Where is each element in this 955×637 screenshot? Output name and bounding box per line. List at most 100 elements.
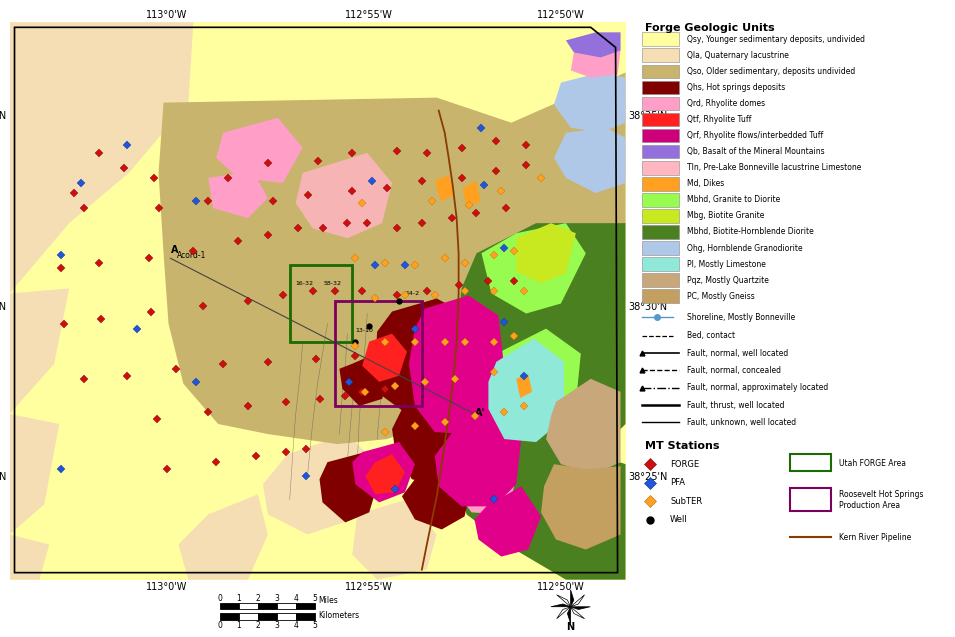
Polygon shape [571, 595, 584, 606]
Polygon shape [10, 414, 59, 534]
Text: Qso, Older sedimentary, deposits undivided: Qso, Older sedimentary, deposits undivid… [688, 67, 856, 76]
Text: Mbhd, Biotite-Hornblende Diorite: Mbhd, Biotite-Hornblende Diorite [688, 227, 814, 236]
Polygon shape [339, 354, 389, 406]
Text: Well: Well [670, 515, 688, 524]
Text: FORGE: FORGE [670, 460, 699, 469]
Polygon shape [10, 22, 193, 294]
Polygon shape [567, 606, 571, 624]
Text: Fault, thrust, well located: Fault, thrust, well located [688, 401, 785, 410]
Text: Kern River Pipeline: Kern River Pipeline [838, 533, 911, 541]
Text: Fault, normal, approximately located: Fault, normal, approximately located [688, 383, 829, 392]
Polygon shape [320, 452, 379, 522]
Polygon shape [481, 223, 585, 313]
Text: SubTER: SubTER [670, 497, 702, 506]
Polygon shape [435, 409, 521, 506]
Polygon shape [497, 329, 581, 424]
Polygon shape [517, 374, 532, 398]
Bar [296, 613, 315, 620]
Text: Qhs, Hot springs deposits: Qhs, Hot springs deposits [688, 83, 786, 92]
Bar [258, 613, 277, 620]
Polygon shape [541, 464, 621, 550]
Bar [642, 289, 680, 303]
Text: MT Stations: MT Stations [645, 441, 719, 451]
Text: 4: 4 [293, 594, 299, 603]
Text: 5: 5 [312, 594, 318, 603]
Bar [642, 273, 680, 287]
Bar [642, 81, 680, 94]
Text: 13-10: 13-10 [355, 327, 373, 333]
Text: A: A [171, 245, 178, 255]
Text: Pl, Mostly Limestone: Pl, Mostly Limestone [688, 260, 766, 269]
Text: Qla, Quaternary lacustrine: Qla, Quaternary lacustrine [688, 51, 789, 60]
Text: Roosevelt Hot Springs
Production Area: Roosevelt Hot Springs Production Area [838, 490, 923, 510]
Polygon shape [488, 339, 564, 442]
Polygon shape [263, 434, 377, 534]
Bar [642, 161, 680, 175]
Text: Fault, normal, well located: Fault, normal, well located [688, 348, 789, 357]
Bar [642, 145, 680, 159]
Polygon shape [554, 128, 626, 193]
Text: 2: 2 [256, 620, 260, 629]
Text: 2: 2 [256, 594, 260, 603]
Polygon shape [393, 392, 481, 486]
Polygon shape [517, 223, 576, 283]
Text: Qrf, Rhyolite flows/interbedded Tuff: Qrf, Rhyolite flows/interbedded Tuff [688, 131, 823, 140]
Polygon shape [402, 462, 472, 529]
Text: 16-32: 16-32 [296, 282, 313, 287]
Bar [642, 64, 680, 78]
Text: PC, Mostly Gneiss: PC, Mostly Gneiss [688, 292, 755, 301]
Polygon shape [456, 424, 626, 580]
Text: Mbg, Biotite Granite: Mbg, Biotite Granite [688, 211, 765, 220]
Text: Shoreline, Mostly Bonneville: Shoreline, Mostly Bonneville [688, 313, 796, 322]
Polygon shape [362, 334, 407, 382]
Text: 1: 1 [237, 620, 241, 629]
Polygon shape [475, 486, 541, 557]
Text: Utah FORGE Area: Utah FORGE Area [838, 459, 905, 468]
Text: 14-2: 14-2 [405, 292, 419, 296]
Text: A': A' [475, 408, 485, 418]
Bar [642, 209, 680, 223]
Polygon shape [551, 604, 571, 606]
Text: 5: 5 [312, 620, 318, 629]
Text: Qb, Basalt of the Mineral Mountains: Qb, Basalt of the Mineral Mountains [688, 147, 825, 156]
Polygon shape [486, 73, 626, 374]
Text: Fault, unknown, well located: Fault, unknown, well located [688, 418, 796, 427]
Polygon shape [571, 606, 590, 610]
Text: 58-32: 58-32 [324, 282, 342, 287]
Text: 0: 0 [217, 594, 223, 603]
Text: Pqz, Mostly Quartzite: Pqz, Mostly Quartzite [688, 276, 769, 285]
Polygon shape [10, 289, 69, 414]
Polygon shape [435, 175, 455, 201]
Bar [642, 225, 680, 239]
Polygon shape [462, 181, 480, 208]
Text: PFA: PFA [670, 478, 685, 487]
Polygon shape [571, 45, 621, 78]
Bar [296, 603, 315, 609]
Polygon shape [296, 153, 393, 238]
Text: Miles: Miles [318, 596, 338, 605]
Text: 4: 4 [293, 620, 299, 629]
Text: N: N [566, 622, 575, 631]
Polygon shape [557, 606, 571, 619]
Bar [642, 113, 680, 126]
Bar [220, 603, 239, 609]
Bar [642, 48, 680, 62]
Text: Qrd, Rhyolite domes: Qrd, Rhyolite domes [688, 99, 766, 108]
Bar [258, 603, 277, 609]
Bar [642, 32, 680, 46]
Polygon shape [10, 534, 50, 580]
Text: Fault, normal, concealed: Fault, normal, concealed [688, 366, 781, 375]
Polygon shape [208, 171, 267, 218]
Bar [642, 97, 680, 110]
Text: 1: 1 [237, 594, 241, 603]
Polygon shape [365, 454, 405, 494]
Polygon shape [179, 494, 267, 580]
Polygon shape [566, 32, 621, 57]
Polygon shape [455, 449, 517, 515]
Polygon shape [159, 97, 517, 444]
Bar [642, 129, 680, 143]
Text: Md, Dikes: Md, Dikes [688, 179, 725, 189]
Text: 3: 3 [274, 620, 280, 629]
Text: Qtf, Rhyolite Tuff: Qtf, Rhyolite Tuff [688, 115, 752, 124]
Bar [220, 613, 239, 620]
